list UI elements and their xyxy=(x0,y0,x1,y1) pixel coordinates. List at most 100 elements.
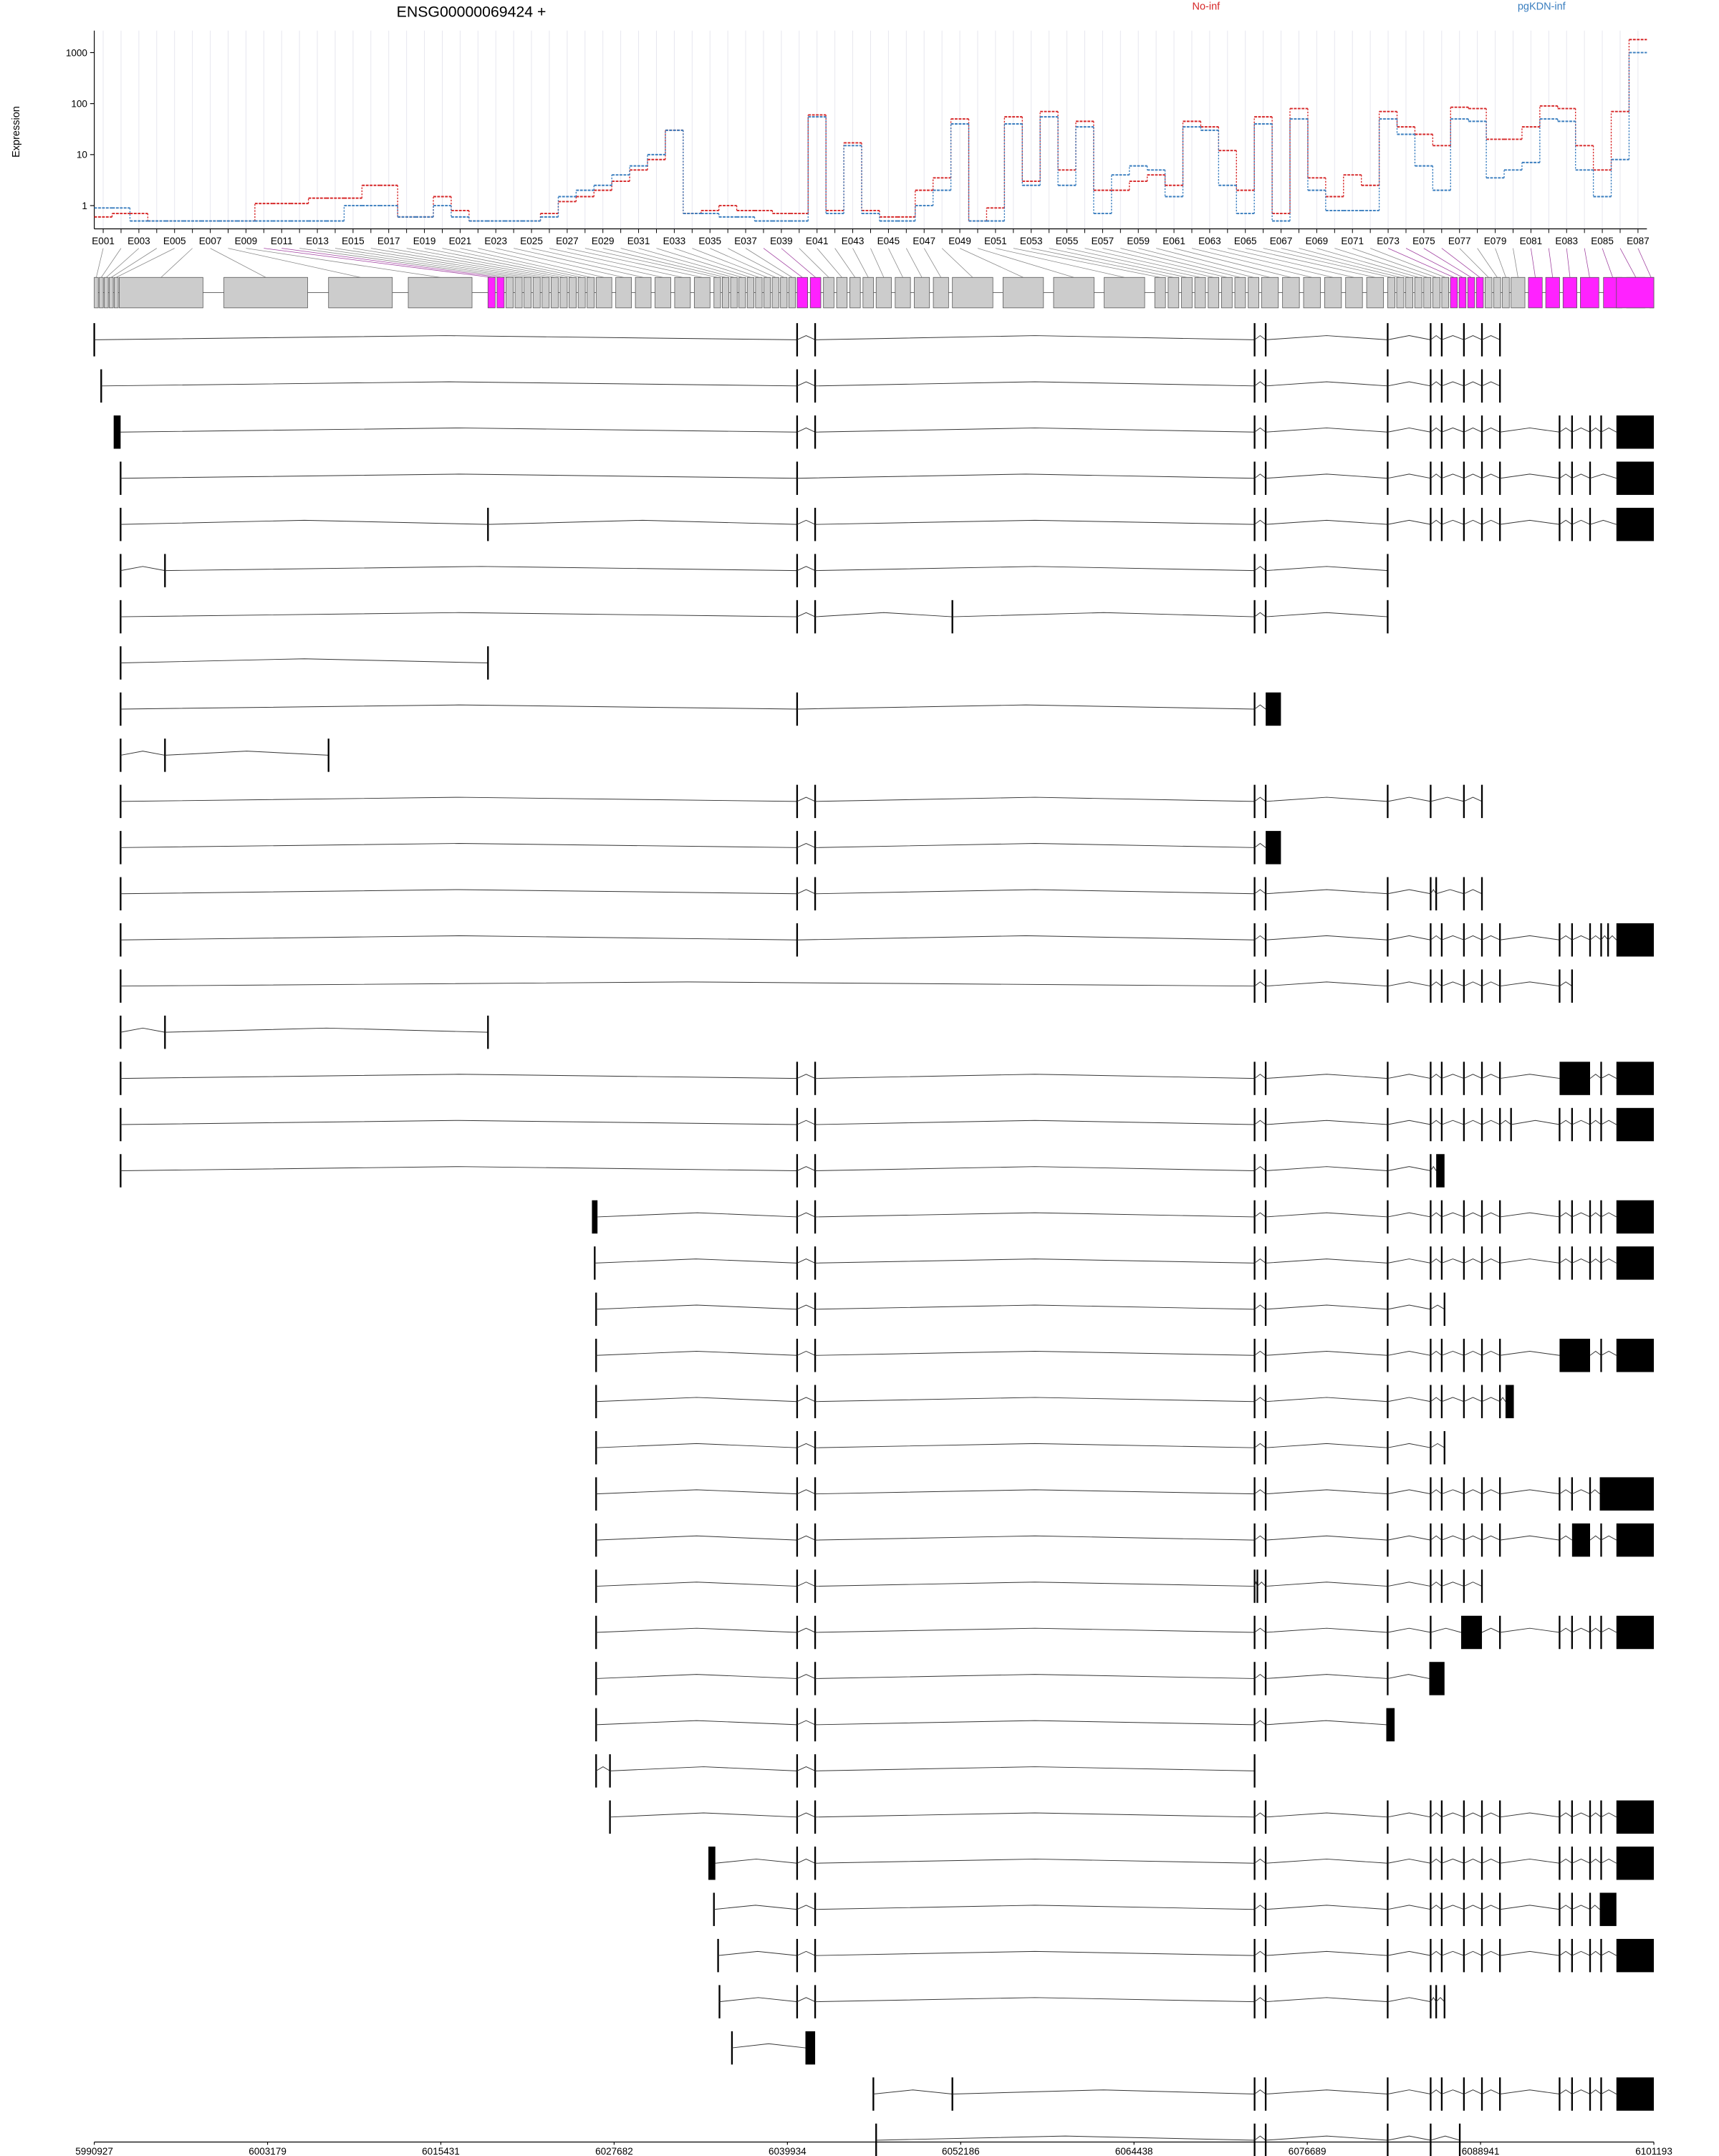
exon-box xyxy=(849,276,861,309)
exon-link xyxy=(1245,248,1375,278)
intron xyxy=(1254,1627,1266,1633)
exon-box xyxy=(559,276,568,309)
exon-box xyxy=(1502,276,1510,309)
intron xyxy=(1266,1350,1388,1356)
exon-box xyxy=(541,276,550,309)
genome-tick-label: 6039934 xyxy=(769,2146,806,2156)
intron xyxy=(1481,1627,1501,1633)
intron xyxy=(1463,1074,1483,1079)
intron xyxy=(1430,1074,1443,1079)
intron xyxy=(1559,1950,1573,1956)
exon-box xyxy=(496,276,505,309)
intron xyxy=(1500,935,1560,940)
intron xyxy=(1254,1304,1266,1310)
exon-box xyxy=(94,276,99,309)
intron xyxy=(1254,704,1266,710)
intron xyxy=(1571,473,1591,479)
exon xyxy=(1616,1938,1655,1973)
intron xyxy=(815,1212,1255,1218)
intron xyxy=(1254,519,1266,525)
intron xyxy=(815,519,1255,525)
exon-box xyxy=(1234,276,1246,309)
intron xyxy=(1387,1582,1431,1587)
intron xyxy=(1500,1627,1560,1633)
exon-box xyxy=(764,276,771,309)
exon-link xyxy=(1548,248,1554,278)
intron xyxy=(1601,2089,1617,2094)
intron xyxy=(1266,1074,1388,1079)
y-axis-label: Expression xyxy=(11,106,22,158)
intron xyxy=(1589,1074,1602,1079)
intron xyxy=(1254,381,1266,387)
intron xyxy=(1266,1259,1388,1264)
exon-link xyxy=(424,248,573,278)
intron xyxy=(1430,1582,1443,1587)
x-tick-label: E081 xyxy=(1520,236,1543,246)
intron xyxy=(952,612,1255,617)
exon-box xyxy=(1528,276,1543,309)
exon-link xyxy=(1031,248,1174,278)
genome-tick-label: 6064438 xyxy=(1115,2146,1153,2156)
exon-link xyxy=(106,248,140,278)
intron xyxy=(815,1304,1255,1310)
intron xyxy=(120,1074,797,1079)
intron xyxy=(120,566,165,572)
genome-tick-label: 6052186 xyxy=(942,2146,980,2156)
intron xyxy=(815,1166,1255,1171)
exon-link xyxy=(1637,248,1652,278)
exon xyxy=(1616,2077,1655,2111)
exon xyxy=(1429,1662,1445,1695)
exon-link xyxy=(281,248,501,278)
x-tick-label: E011 xyxy=(271,236,293,246)
y-tick-label: 100 xyxy=(71,98,87,109)
intron xyxy=(1463,797,1483,802)
intron xyxy=(1441,1397,1465,1402)
intron xyxy=(120,704,797,710)
genome-tick-label: 6088941 xyxy=(1462,2146,1500,2156)
intron xyxy=(796,566,816,572)
intron xyxy=(1463,335,1483,340)
intron xyxy=(1254,2135,1266,2141)
intron xyxy=(1500,1950,1560,1956)
x-tick-label: E049 xyxy=(948,236,971,246)
exon-link xyxy=(1102,248,1227,278)
exon xyxy=(1461,1615,1483,1650)
intron xyxy=(1254,1074,1266,1079)
exon-box xyxy=(1303,276,1321,309)
intron xyxy=(1430,1535,1443,1541)
exon-link xyxy=(1477,248,1498,278)
intron xyxy=(1266,473,1388,479)
exon-link xyxy=(246,248,440,278)
intron xyxy=(596,1350,797,1356)
intron xyxy=(1463,473,1483,479)
intron xyxy=(596,1304,797,1310)
intron xyxy=(1571,1489,1591,1495)
exon-link xyxy=(228,248,361,278)
intron xyxy=(815,1582,1255,1587)
intron xyxy=(1254,1443,1266,1448)
exon-box xyxy=(1208,276,1220,309)
intron xyxy=(1254,981,1266,987)
intron xyxy=(1559,473,1573,479)
exon-box xyxy=(1485,276,1493,309)
exon-link xyxy=(923,248,942,278)
intron xyxy=(1559,1812,1573,1818)
intron xyxy=(1441,1812,1465,1818)
intron xyxy=(1254,1950,1266,1956)
intron xyxy=(1254,1720,1266,1726)
exon-link xyxy=(1281,248,1401,278)
exon-box xyxy=(1450,276,1458,309)
x-tick-label: E025 xyxy=(520,236,543,246)
intron xyxy=(1559,1535,1573,1541)
intron xyxy=(815,1720,1255,1726)
exon-box xyxy=(615,276,632,309)
intron xyxy=(1387,1905,1431,1910)
intron xyxy=(1481,935,1501,940)
x-tick-label: E001 xyxy=(92,236,115,246)
intron xyxy=(1266,1304,1388,1310)
x-tick-label: E067 xyxy=(1270,236,1293,246)
intron xyxy=(1441,1535,1465,1541)
exon-link xyxy=(870,248,885,278)
exon-box xyxy=(1467,276,1475,309)
